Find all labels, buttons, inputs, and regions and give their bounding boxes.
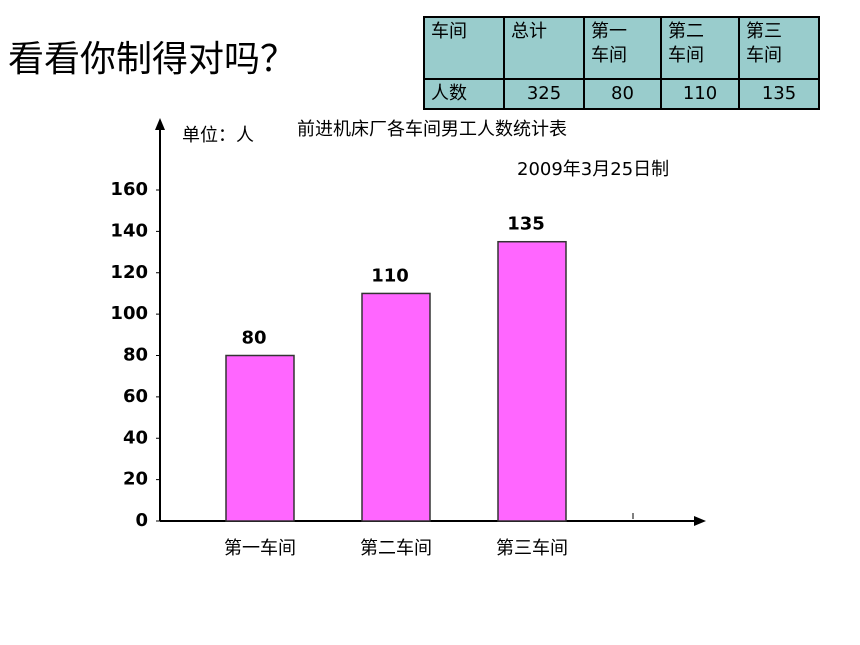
heading: 看看你制得对吗？ [8,39,297,80]
value-label: 135 [507,214,545,235]
table-cell: 第一 车间 [583,16,662,80]
date-note: 2009年3月25日制 [517,159,669,180]
table-cell: 车间 [423,16,505,80]
data-table: 车间 总计 第一 车间 第二 车间 第三 车间 人数 325 80 110 13… [423,16,820,110]
y-tick-label: 20 [123,469,148,490]
value-label: 80 [241,328,266,349]
y-tick-label: 40 [123,427,148,448]
y-tick-label: 80 [123,345,148,366]
x-arrow [694,516,706,526]
table-cell: 总计 [503,16,585,80]
bar [361,292,431,522]
bar [225,354,295,522]
value-label: 110 [371,265,409,286]
table-cell: 人数 [423,78,505,110]
table-row: 车间 总计 第一 车间 第二 车间 第三 车间 [423,16,820,80]
table-cell: 第三 车间 [738,16,820,80]
table-cell: 325 [503,78,585,110]
y-tick-label: 0 [135,510,148,531]
table-cell: 135 [738,78,820,110]
table-cell: 80 [583,78,662,110]
unit-label: 单位：人 [182,125,254,146]
table-cell: 第二 车间 [660,16,740,80]
chart-title: 前进机床厂各车间男工人数统计表 [297,119,567,140]
table-cell: 110 [660,78,740,110]
x-tick-label: 第二车间 [360,538,432,559]
y-tick-label: 160 [110,179,148,200]
table-row: 人数 325 80 110 135 [423,78,820,110]
x-tick-label: 第一车间 [224,538,296,559]
x-tick-label: 第三车间 [496,538,568,559]
y-tick-label: 100 [110,303,148,324]
y-tick-label: 140 [110,220,148,241]
y-tick-label: 120 [110,262,148,283]
bar [497,240,567,522]
y-tick-label: 60 [123,386,148,407]
y-arrow [155,118,165,130]
